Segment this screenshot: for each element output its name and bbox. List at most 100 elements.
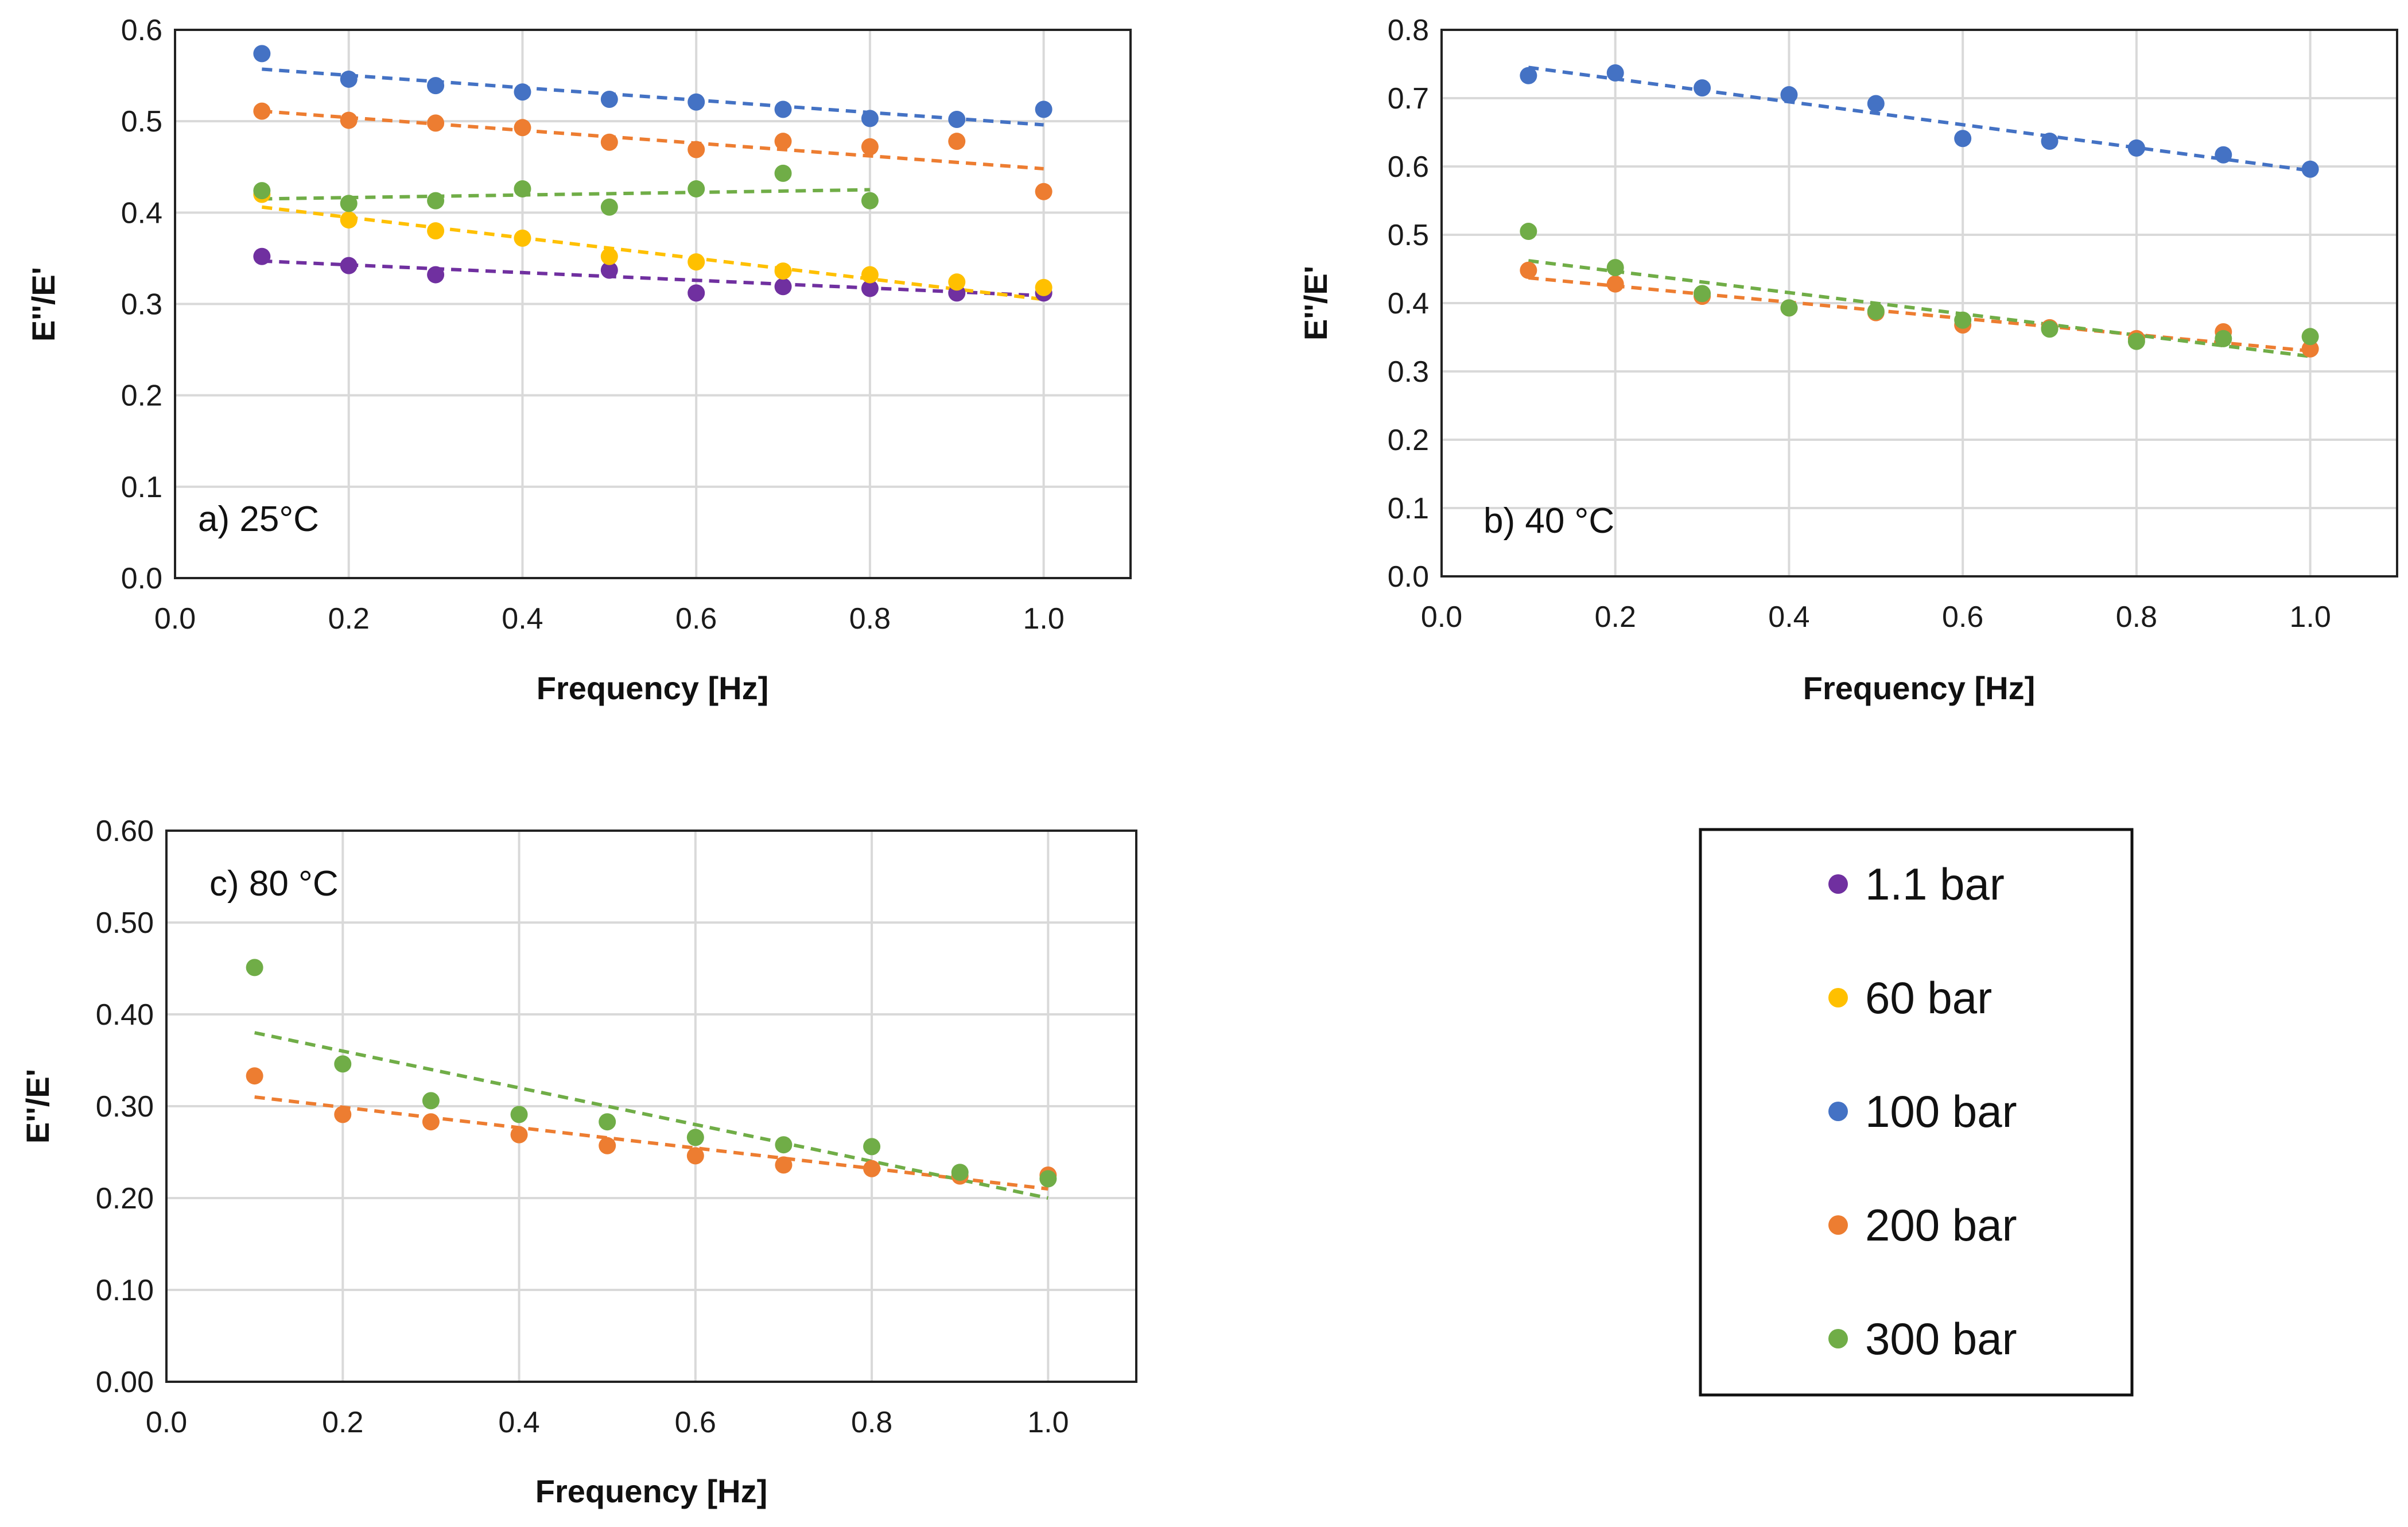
data-point-100-bar: [1606, 64, 1624, 82]
data-point-300-bar: [774, 164, 792, 182]
data-point-200-bar: [334, 1106, 352, 1123]
data-point-100-bar: [1867, 95, 1885, 113]
data-point-100-bar: [774, 100, 792, 118]
x-tick-label: 0.2: [322, 1406, 363, 1439]
data-point-300-bar: [2127, 332, 2145, 350]
trendline-100-bar: [262, 67, 1044, 127]
data-point-100-bar: [340, 70, 358, 88]
data-point-300-bar: [514, 180, 531, 197]
data-point-100-bar: [2041, 132, 2059, 150]
data-point-200-bar: [688, 141, 705, 158]
data-point-200-bar: [774, 133, 792, 150]
data-point-300-bar: [253, 182, 271, 200]
y-tick-label: 0.50: [96, 906, 154, 940]
legend-label: 300 bar: [1865, 1313, 2017, 1364]
trendline-300-bar: [254, 1031, 1048, 1200]
data-point-300-bar: [1606, 259, 1624, 277]
data-point-200-bar: [253, 102, 271, 120]
trendline-200-bar: [1528, 276, 2310, 353]
legend: 1.1 bar 60 bar 100 bar 200 bar 300 bar: [1699, 828, 2134, 1397]
data-point-300-bar: [951, 1164, 969, 1181]
data-point-1-1-bar: [340, 257, 358, 274]
y-tick-label: 0.30: [96, 1090, 154, 1123]
data-point-200-bar: [863, 1160, 881, 1177]
panel-label: a) 25°C: [198, 499, 319, 539]
data-point-200-bar: [422, 1113, 440, 1131]
plot-frame: [1440, 29, 2398, 578]
data-point-60-bar: [948, 273, 966, 291]
data-point-100-bar: [2215, 146, 2232, 164]
data-point-1-1-bar: [427, 266, 445, 284]
data-point-200-bar: [1520, 261, 1537, 279]
data-point-200-bar: [2301, 340, 2319, 358]
y-tick-label: 0.5: [1388, 219, 1429, 252]
x-axis-title: Frequency [Hz]: [537, 670, 769, 706]
data-point-100-bar: [1035, 100, 1052, 118]
y-tick-label: 0.4: [1388, 287, 1429, 320]
data-point-300-bar: [686, 1129, 704, 1146]
data-point-100-bar: [514, 83, 531, 101]
y-axis-title: E''/E': [20, 1069, 56, 1144]
data-point-300-bar: [1780, 299, 1798, 317]
chart-panel-c: 0.00 0.10 0.20 0.30 0.40 0.50 0.60 0.0 0.2 0.4 0.…: [20, 815, 1137, 1509]
y-tick-label: 0.20: [96, 1182, 154, 1215]
data-point-60-bar: [600, 247, 618, 265]
y-tick-label: 0.6: [1388, 150, 1429, 184]
data-point-300-bar: [1954, 311, 1972, 329]
data-point-60-bar: [1035, 278, 1052, 296]
data-point-200-bar: [599, 1137, 616, 1154]
data-point-60-bar: [774, 262, 792, 280]
y-tick-label: 0.60: [96, 815, 154, 848]
x-tick-label: 0.6: [675, 602, 717, 635]
data-point-200-bar: [246, 1067, 263, 1085]
data-point-300-bar: [246, 959, 263, 976]
data-point-300-bar: [599, 1113, 616, 1131]
y-tick-label: 0.3: [1388, 355, 1429, 389]
data-point-100-bar: [2127, 139, 2145, 157]
data-point-100-bar: [600, 90, 618, 108]
data-point-60-bar: [688, 253, 705, 271]
y-axis-title: E''/E': [25, 267, 61, 342]
data-point-60-bar: [340, 211, 358, 229]
data-point-300-bar: [1694, 285, 1711, 303]
data-point-300-bar: [427, 192, 445, 210]
x-tick-label: 0.2: [328, 602, 370, 635]
data-point-100-bar: [253, 45, 271, 63]
data-point-100-bar: [1780, 86, 1798, 104]
trendline-300-bar: [262, 188, 870, 201]
data-point-200-bar: [600, 133, 618, 151]
x-tick-label: 1.0: [1027, 1406, 1069, 1439]
data-point-1-1-bar: [253, 247, 271, 265]
trendline-300-bar: [1528, 259, 2311, 358]
x-tick-label: 0.4: [498, 1406, 539, 1439]
data-point-1-1-bar: [688, 284, 705, 302]
data-point-1-1-bar: [861, 280, 879, 297]
data-point-200-bar: [1035, 183, 1052, 200]
data-point-200-bar: [1606, 275, 1624, 293]
legend-marker: [1828, 1329, 1848, 1348]
legend-marker: [1828, 1102, 1848, 1121]
legend-marker: [1828, 874, 1848, 894]
data-point-60-bar: [427, 222, 445, 240]
x-tick-label: 0.8: [851, 1406, 892, 1439]
y-tick-label: 0.2: [121, 379, 162, 413]
y-tick-label: 0.00: [96, 1366, 154, 1399]
panel-label: c) 80 °C: [209, 864, 339, 904]
y-tick-label: 0.7: [1388, 82, 1429, 115]
trendline-100-bar: [1528, 65, 2311, 173]
data-point-300-bar: [2215, 330, 2232, 347]
data-point-100-bar: [1520, 67, 1537, 84]
data-point-300-bar: [334, 1055, 352, 1073]
trendline-1-1-bar: [262, 259, 1044, 298]
data-point-100-bar: [948, 110, 966, 128]
x-tick-label: 0.6: [675, 1406, 716, 1439]
x-tick-label: 0.4: [1768, 600, 1809, 634]
data-point-300-bar: [1039, 1170, 1057, 1188]
x-tick-label: 0.0: [154, 602, 196, 635]
legend-marker: [1828, 1215, 1848, 1235]
y-tick-label: 0.2: [1388, 424, 1429, 457]
data-point-100-bar: [1694, 79, 1711, 97]
data-point-300-bar: [510, 1106, 528, 1123]
y-tick-label: 0.6: [121, 14, 162, 47]
data-point-300-bar: [600, 198, 618, 216]
